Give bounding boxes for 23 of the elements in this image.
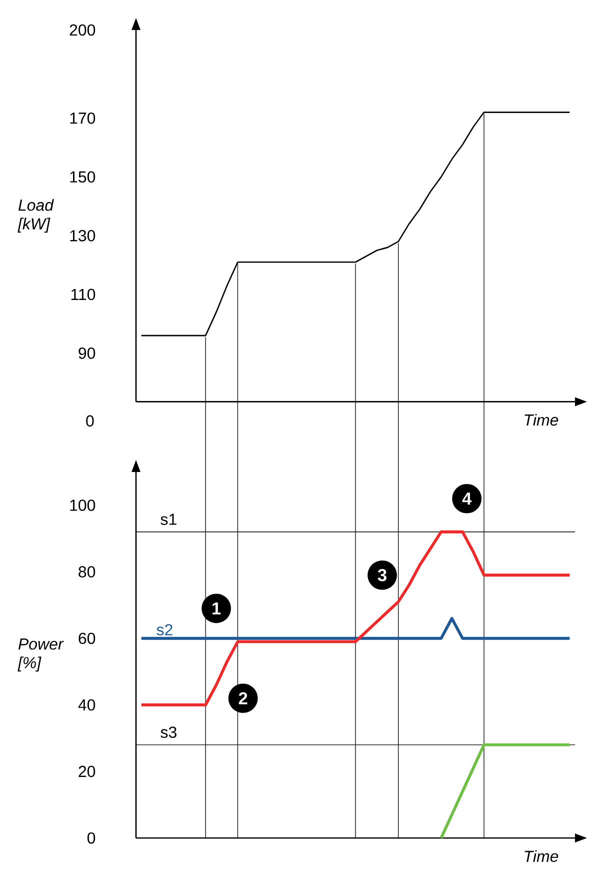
y-tick-label: 40 [78, 699, 96, 711]
y-tick-label: 100 [70, 500, 96, 511]
x-axis-title: Time [524, 414, 558, 426]
x-axis-title: Time [524, 850, 558, 862]
y-axis-title: Power [%] [18, 638, 64, 672]
y-tick-label: 80 [78, 566, 96, 578]
y-tick-label: 150 [70, 171, 96, 183]
annotation: 1 [212, 602, 221, 614]
series-label: s2 [156, 624, 172, 636]
ref-line-label: s1 [160, 514, 176, 525]
y-tick-label: 60 [78, 632, 96, 644]
y-axis-title: Load [kW] [18, 199, 54, 233]
y-tick-label: 20 [78, 766, 96, 778]
y-tick-label: 110 [71, 288, 96, 300]
y-tick-label: 170 [70, 112, 96, 124]
y-tick-label: 200 [70, 24, 96, 36]
y-tick-label: 130 [70, 230, 96, 242]
y-tick-label: 0 [87, 832, 96, 844]
annotation: 2 [238, 692, 248, 704]
ref-line-label: s3 [160, 726, 176, 738]
annotation: 4 [462, 492, 472, 505]
y-tick-label: 90 [78, 348, 96, 359]
annotation: 3 [378, 568, 386, 582]
